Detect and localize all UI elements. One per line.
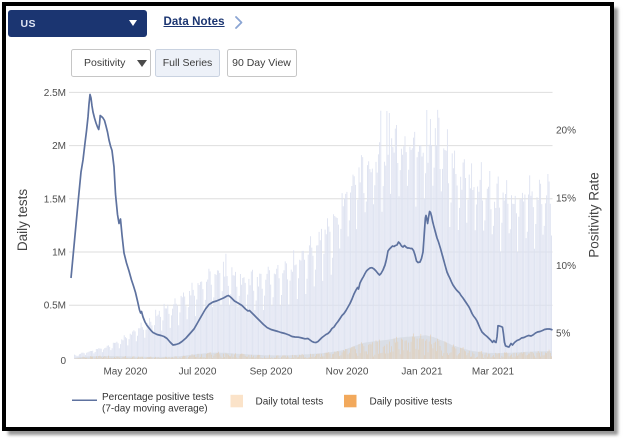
svg-text:2.5M: 2.5M [44, 88, 66, 99]
svg-text:(7-day moving average): (7-day moving average) [102, 403, 208, 414]
svg-text:Daily positive tests: Daily positive tests [370, 396, 453, 407]
svg-text:Sep 2020: Sep 2020 [250, 367, 293, 378]
svg-text:Nov 2020: Nov 2020 [326, 367, 369, 378]
svg-text:Jan 2021: Jan 2021 [401, 367, 443, 378]
svg-text:20%: 20% [556, 126, 576, 137]
svg-text:Mar 2021: Mar 2021 [472, 367, 515, 378]
svg-text:15%: 15% [556, 194, 576, 205]
svg-text:Positivity Rate: Positivity Rate [587, 172, 602, 258]
svg-text:Jul 2020: Jul 2020 [179, 367, 217, 378]
svg-text:0: 0 [60, 356, 66, 367]
svg-text:1M: 1M [52, 248, 66, 259]
svg-text:5%: 5% [556, 328, 571, 339]
svg-text:1.5M: 1.5M [44, 194, 66, 205]
svg-text:Daily tests: Daily tests [15, 189, 30, 252]
svg-text:10%: 10% [556, 261, 576, 272]
svg-text:May 2020: May 2020 [103, 367, 147, 378]
svg-text:Daily total tests: Daily total tests [256, 396, 324, 407]
svg-text:Percentage positive tests: Percentage positive tests [102, 392, 214, 403]
svg-text:0.5M: 0.5M [44, 301, 66, 312]
svg-text:2M: 2M [52, 141, 66, 152]
